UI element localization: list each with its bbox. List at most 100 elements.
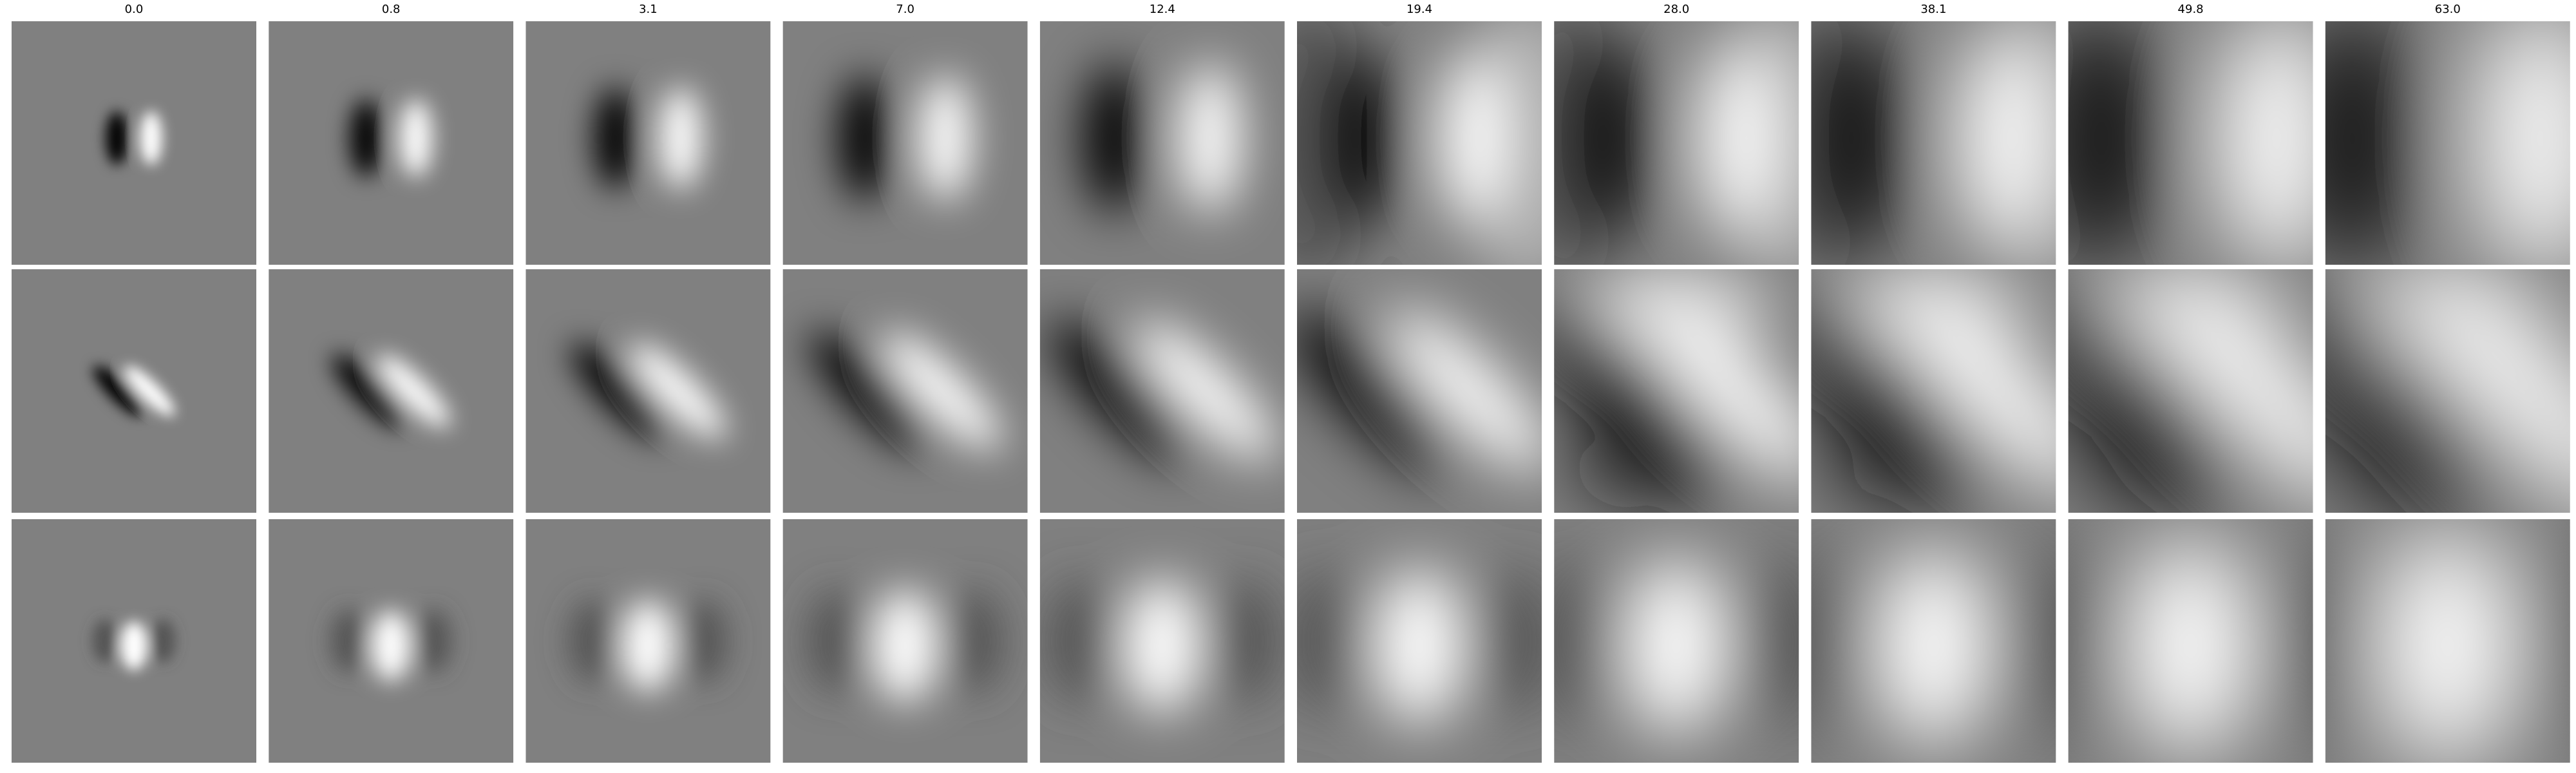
blob xyxy=(2004,549,2056,732)
blob xyxy=(919,75,972,202)
panel-blobs xyxy=(350,99,432,177)
panel-blobs xyxy=(1045,577,1279,714)
panel-blobs xyxy=(2068,533,2313,758)
blob xyxy=(1572,39,1654,238)
blob xyxy=(1388,309,1542,473)
panel-background xyxy=(1039,269,1285,513)
blob xyxy=(680,599,728,683)
panel-blobs xyxy=(93,365,175,417)
panel-blobs xyxy=(2068,269,2313,513)
blob xyxy=(124,365,175,417)
blob xyxy=(1877,544,1990,747)
blob xyxy=(2325,21,2417,265)
image-panel xyxy=(1297,269,1542,513)
panel-background xyxy=(1039,21,1285,265)
blob xyxy=(332,354,405,428)
blob xyxy=(569,599,616,683)
blob xyxy=(1135,320,1277,462)
panel-background xyxy=(526,21,771,265)
panel-blobs xyxy=(1083,63,1242,213)
panel-blobs xyxy=(807,588,1003,703)
blob xyxy=(630,343,726,439)
column-title: 28.0 xyxy=(1663,3,1689,16)
blob xyxy=(1297,309,1451,473)
image-panel xyxy=(1811,269,2056,513)
blob xyxy=(2534,540,2570,741)
blob xyxy=(2325,269,2497,513)
image-panel xyxy=(1297,21,1542,265)
panel-blobs xyxy=(1554,555,1799,736)
column-title: 63.0 xyxy=(2435,3,2461,16)
blob xyxy=(106,111,128,166)
blob xyxy=(2128,533,2253,758)
panel-blobs xyxy=(106,111,162,166)
blob xyxy=(1554,560,1613,722)
panel-background xyxy=(782,269,1028,513)
blob xyxy=(1811,549,1862,732)
blob xyxy=(1048,320,1189,462)
blob xyxy=(350,99,383,177)
blob xyxy=(2146,275,2313,507)
panel-blobs xyxy=(1811,21,2056,265)
panel-blobs xyxy=(809,332,1001,450)
blob xyxy=(2325,540,2362,741)
blob xyxy=(1124,577,1200,714)
panel-blobs xyxy=(2325,522,2570,763)
blob xyxy=(415,609,451,673)
image-panel xyxy=(2068,269,2313,513)
blob xyxy=(809,332,928,450)
column-title: 7.0 xyxy=(896,3,914,16)
panel-blobs xyxy=(838,75,972,202)
image-panel xyxy=(269,269,514,513)
image-panel xyxy=(2325,21,2570,265)
panel-blobs xyxy=(571,343,726,439)
image-panel xyxy=(2325,269,2570,513)
image-panel xyxy=(1039,269,1285,513)
blob xyxy=(1640,298,1799,484)
image-panel xyxy=(269,519,514,763)
image-panel xyxy=(1039,519,1285,763)
blob xyxy=(2219,21,2313,262)
panel-blobs xyxy=(2325,269,2570,513)
column-title: 0.0 xyxy=(125,3,144,16)
blob xyxy=(1327,51,1400,225)
blob xyxy=(622,599,674,692)
panel-blobs xyxy=(1048,320,1277,462)
column-title: 49.8 xyxy=(2178,3,2204,16)
panel-background xyxy=(12,269,256,513)
blob xyxy=(2068,275,2235,507)
blob xyxy=(140,111,162,166)
panel-blobs xyxy=(332,354,450,428)
blob xyxy=(2478,21,2570,265)
blob xyxy=(1739,560,1799,722)
blob xyxy=(838,75,891,202)
image-panel xyxy=(526,269,771,513)
panel-blobs xyxy=(594,87,702,189)
image-panel xyxy=(269,21,514,265)
blob xyxy=(1554,298,1712,484)
panel-blobs xyxy=(1811,544,2056,747)
panel-blobs xyxy=(1811,269,2056,513)
panel-blobs xyxy=(1554,21,1799,265)
blob xyxy=(1179,63,1242,213)
blob xyxy=(807,589,866,692)
image-panel xyxy=(2068,519,2313,763)
panel-blobs xyxy=(2068,21,2313,265)
blob xyxy=(1376,566,1463,725)
blob xyxy=(873,588,937,703)
blob xyxy=(1893,286,2056,496)
blob xyxy=(1475,569,1542,712)
blob xyxy=(377,354,450,428)
image-panel xyxy=(1554,21,1799,265)
blob xyxy=(2399,269,2570,513)
blob xyxy=(93,365,144,417)
panel-blobs xyxy=(1297,309,1542,473)
column-title: 3.1 xyxy=(639,3,658,16)
blob xyxy=(659,87,702,189)
blob xyxy=(571,343,667,439)
blob xyxy=(330,609,366,673)
blob xyxy=(945,589,1003,692)
image-panel xyxy=(1554,519,1799,763)
blob xyxy=(1439,51,1511,225)
blob xyxy=(2269,542,2313,740)
